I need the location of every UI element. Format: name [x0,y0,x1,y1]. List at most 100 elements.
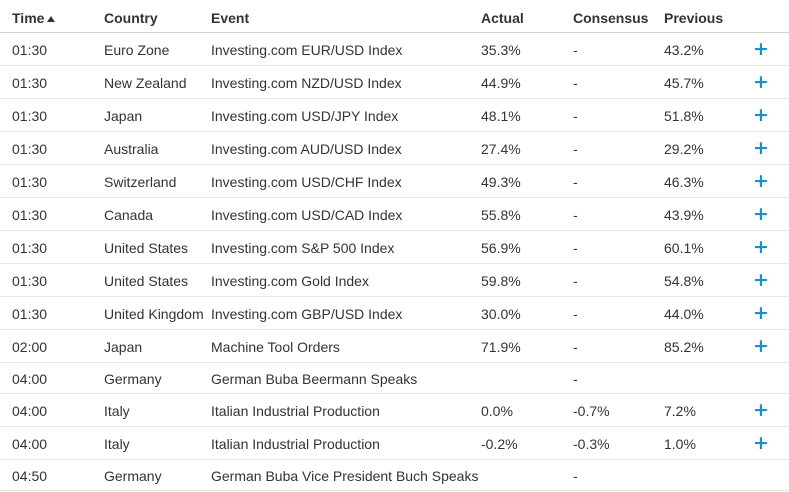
expand-plus-icon[interactable]: + [753,104,769,126]
row-event: Investing.com NZD/USD Index [211,75,402,91]
row-time: 02:00 [12,339,48,355]
consensus-column-header: Consensus [573,10,649,26]
row-previous: 51.8% [664,108,704,124]
table-row: 04:00 Germany German Buba Beermann Speaks - [0,363,789,394]
row-actual: 55.8% [481,207,521,223]
table-row: 01:30 Australia Investing.com AUD/USD Inde… [0,132,789,165]
row-time: 01:30 [12,75,48,91]
row-time: 01:30 [12,108,48,124]
table-row: 02:00 Japan Machine Tool Orders 71.9% - 85.2%… [0,330,789,363]
row-previous: 43.9% [664,207,704,223]
row-consensus: - [573,108,578,124]
row-consensus: -0.3% [573,436,610,452]
row-country: Italy [104,436,130,452]
row-country: Germany [104,468,162,484]
table-header: Time Country Event Actual Consensus Prev… [0,0,789,33]
expand-plus-icon[interactable]: + [753,399,769,421]
row-time: 01:30 [12,42,48,58]
expand-plus-icon[interactable]: + [753,236,769,258]
row-event: Investing.com Gold Index [211,273,369,289]
event-column-header: Event [211,10,250,26]
actual-column-header: Actual [481,10,524,26]
time-column-header[interactable]: Time [12,10,56,26]
row-time: 04:00 [12,371,48,387]
row-previous: 45.7% [664,75,704,91]
row-time: 04:00 [12,436,48,452]
table-body: 01:30 Euro Zone Investing.com EUR/USD Inde… [0,33,789,491]
row-country: Japan [104,108,143,124]
row-time: 01:30 [12,207,48,223]
row-actual: 30.0% [481,306,521,322]
row-time: 01:30 [12,240,48,256]
expand-plus-icon[interactable]: + [753,432,769,454]
expand-plus-icon[interactable]: + [753,38,769,60]
expand-plus-icon[interactable]: + [753,170,769,192]
row-actual: 59.8% [481,273,521,289]
row-consensus: - [573,273,578,289]
row-time: 01:30 [12,306,48,322]
row-actual: 48.1% [481,108,521,124]
table-row: 01:30 United Kingdom Investing.com GBP/USD… [0,297,789,330]
row-country: Euro Zone [104,42,170,58]
table-row: 01:30 United States Investing.com Gold Ind… [0,264,789,297]
row-event: Investing.com USD/CAD Index [211,207,403,223]
row-previous: 54.8% [664,273,704,289]
row-country: Japan [104,339,143,355]
sort-ascending-icon[interactable] [47,16,56,22]
row-previous: 60.1% [664,240,704,256]
expand-plus-icon[interactable]: + [753,302,769,324]
row-actual: 71.9% [481,339,521,355]
row-consensus: - [573,42,578,58]
previous-column-header: Previous [664,10,724,26]
row-consensus: - [573,75,578,91]
expand-plus-icon[interactable]: + [753,71,769,93]
table-row: 01:30 Canada Investing.com USD/CAD Index 55… [0,198,789,231]
row-event: Investing.com USD/JPY Index [211,108,399,124]
row-event: German Buba Beermann Speaks [211,371,418,387]
row-time: 04:00 [12,403,48,419]
row-event: Machine Tool Orders [211,339,340,355]
row-consensus: - [573,371,578,387]
row-consensus: - [573,141,578,157]
expand-plus-icon[interactable]: + [753,269,769,291]
expand-plus-icon[interactable]: + [753,335,769,357]
row-event: Investing.com AUD/USD Index [211,141,402,157]
table-row: 04:50 Germany German Buba Vice President B… [0,460,789,491]
table-row: 04:00 Italy Italian Industrial Production -… [0,427,789,460]
row-previous: 46.3% [664,174,704,190]
row-time: 04:50 [12,468,48,484]
row-actual: 35.3% [481,42,521,58]
table-row: 01:30 Japan Investing.com USD/JPY Index 48.… [0,99,789,132]
row-consensus: - [573,240,578,256]
row-actual: 44.9% [481,75,521,91]
row-consensus: - [573,339,578,355]
row-consensus: - [573,174,578,190]
expand-plus-icon[interactable]: + [753,203,769,225]
row-country: United States [104,273,189,289]
expand-plus-icon[interactable]: + [753,137,769,159]
row-event: Investing.com GBP/USD Index [211,306,403,322]
row-consensus: -0.7% [573,403,610,419]
row-actual: 49.3% [481,174,521,190]
row-time: 01:30 [12,141,48,157]
country-column-header: Country [104,10,158,26]
row-country: New Zealand [104,75,187,91]
row-time: 01:30 [12,174,48,190]
row-event: Investing.com USD/CHF Index [211,174,402,190]
row-actual: 56.9% [481,240,521,256]
row-event: Italian Industrial Production [211,436,380,452]
row-country: United States [104,240,189,256]
row-actual: 0.0% [481,403,513,419]
table-row: 01:30 United States Investing.com S&P 500 … [0,231,789,264]
row-previous: 1.0% [664,436,696,452]
row-country: Italy [104,403,130,419]
row-country: United Kingdom [104,306,204,322]
table-row: 01:30 Switzerland Investing.com USD/CHF In… [0,165,789,198]
row-actual: -0.2% [481,436,518,452]
row-country: Canada [104,207,154,223]
row-country: Germany [104,371,162,387]
table-row: 04:00 Italy Italian Industrial Production 0… [0,394,789,427]
row-event: Investing.com S&P 500 Index [211,240,395,256]
row-actual: 27.4% [481,141,521,157]
